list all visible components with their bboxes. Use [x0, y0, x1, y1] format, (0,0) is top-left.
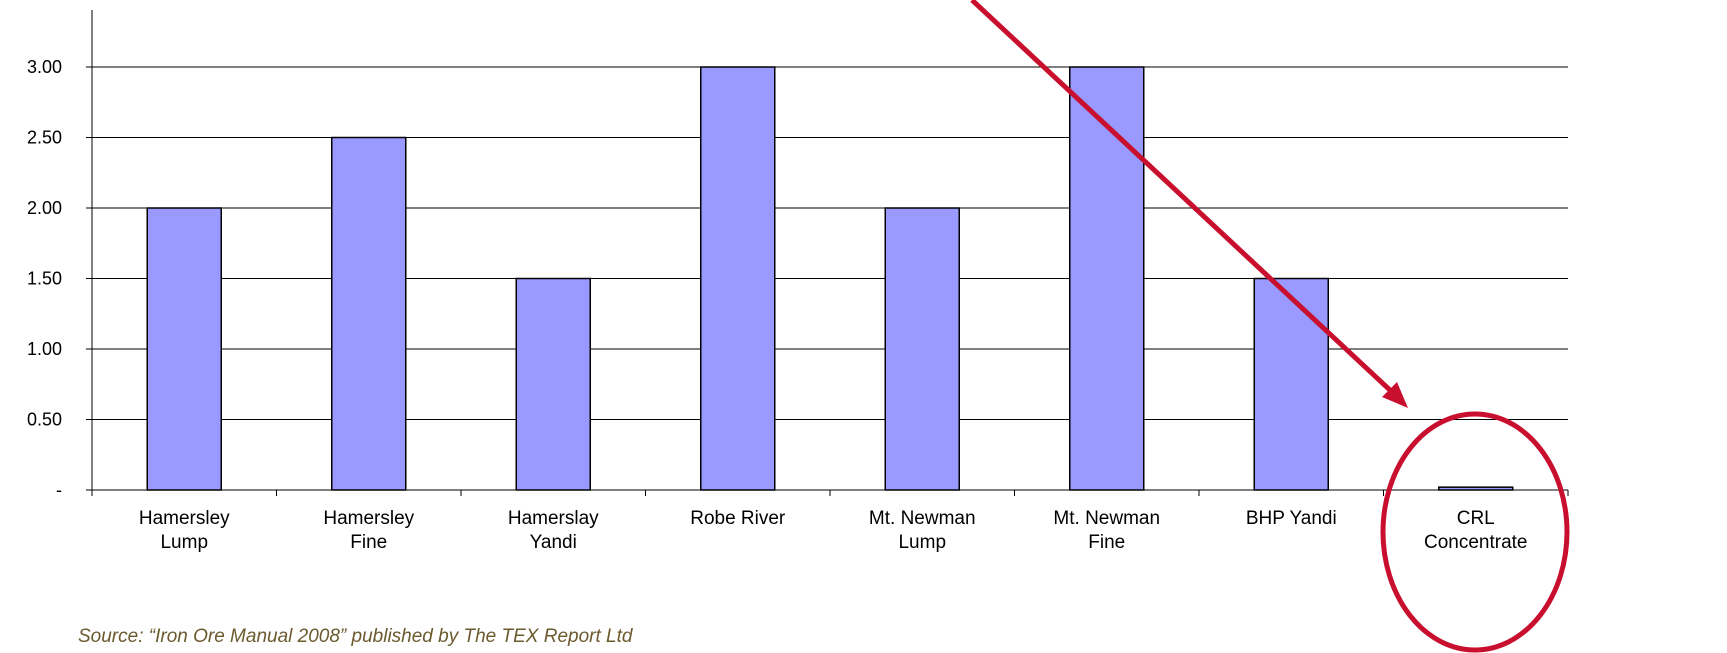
y-tick-label: 3.00: [27, 57, 62, 77]
axes: [91, 10, 1569, 496]
arrow-shaft: [970, 0, 1394, 394]
bar: [700, 66, 776, 491]
gridlines: [92, 66, 1568, 420]
y-tick-label: 1.00: [27, 339, 62, 359]
source-note: Source: “Iron Ore Manual 2008” published…: [78, 626, 633, 647]
x-tick-label: CRL Concentrate: [1424, 508, 1528, 553]
y-tick-label: 2.00: [27, 198, 62, 218]
y-axis-ticks: - 0.50 1.00 1.50 2.00 2.50 3.00: [27, 57, 92, 500]
bar: [515, 277, 591, 491]
x-tick-label: Hamersley Fine: [323, 508, 414, 553]
bar: [1069, 66, 1145, 491]
x-tick-label: Mt. Newman Lump: [869, 508, 976, 553]
bars: [146, 66, 1514, 491]
x-tick-label: Mt. Newman Fine: [1053, 508, 1160, 553]
y-tick-label: 1.50: [27, 269, 62, 289]
highlight-circle: [1380, 411, 1570, 653]
x-tick-label: Hamersley Lump: [139, 508, 230, 553]
x-axis-labels: Hamersley Lump Hamersley Fine Hamerslay Yandi…: [139, 508, 1528, 553]
x-tick-label: Robe River: [690, 508, 786, 529]
bar: [1253, 277, 1329, 491]
y-tick-label: -: [56, 480, 62, 500]
bar: [146, 207, 222, 491]
annotations: [970, 0, 1570, 653]
arrow-head-icon: [1382, 382, 1408, 408]
x-tick-label: BHP Yandi: [1246, 508, 1337, 529]
bar: [331, 136, 407, 491]
x-tick-label: Hamerslay Yandi: [508, 508, 599, 553]
y-tick-label: 0.50: [27, 410, 62, 430]
y-tick-label: 2.50: [27, 128, 62, 148]
bar: [884, 207, 960, 491]
